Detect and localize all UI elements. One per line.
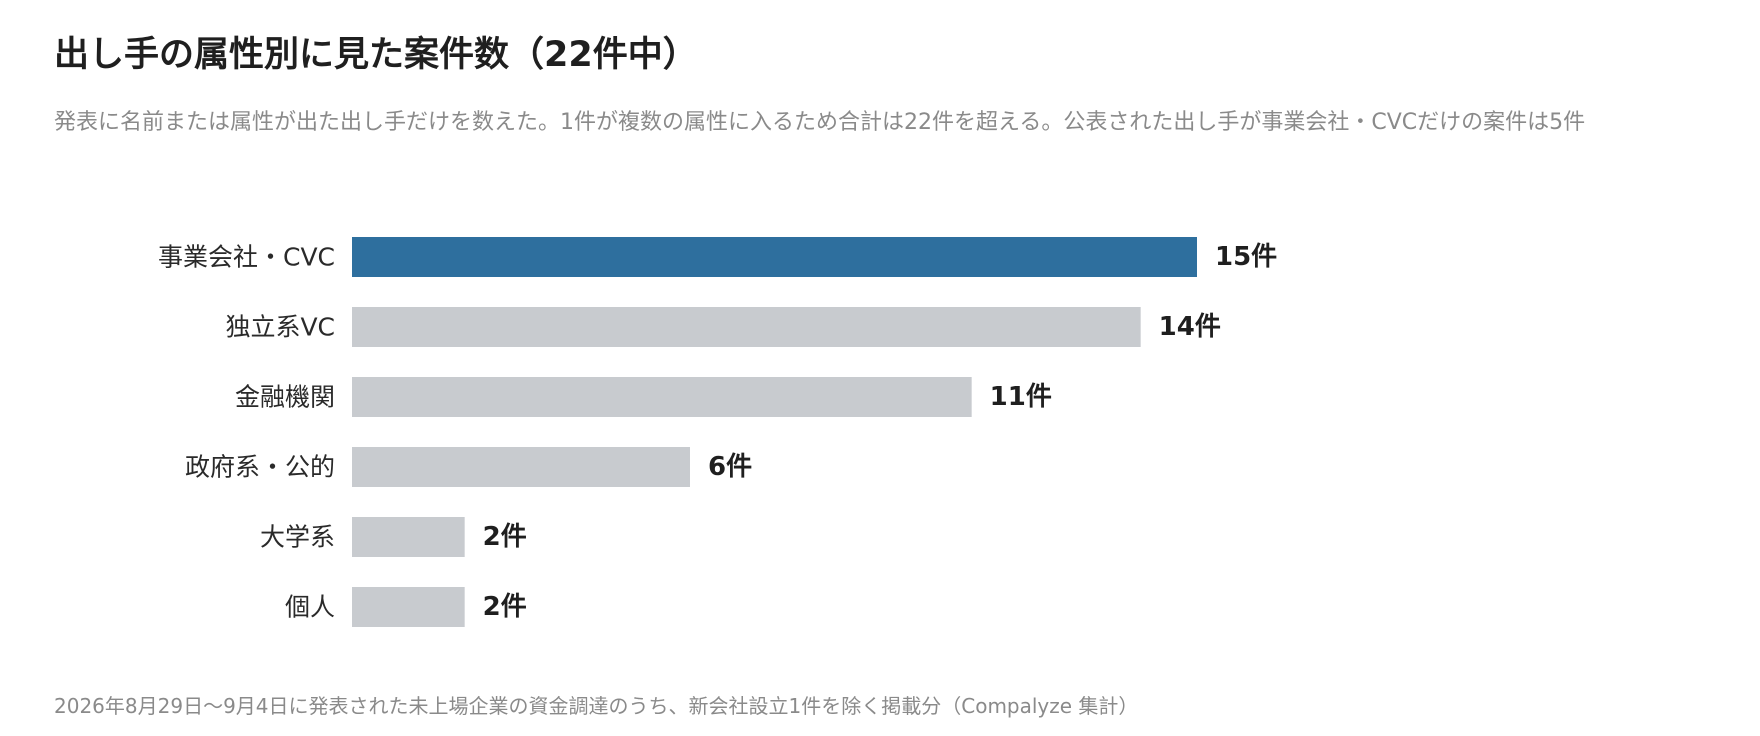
value-label-3: 6件 [708, 452, 752, 482]
value-label-5: 2件 [483, 592, 527, 622]
bar-0 [352, 237, 1197, 277]
category-label-5: 個人 [285, 593, 335, 622]
bar-5 [352, 587, 465, 627]
category-label-0: 事業会社・CVC [158, 243, 335, 272]
bar-3 [352, 447, 690, 487]
bar-2 [352, 377, 972, 417]
category-label-3: 政府系・公的 [185, 453, 335, 482]
bar-4 [352, 517, 465, 557]
value-label-1: 14件 [1159, 312, 1221, 342]
category-label-4: 大学系 [260, 523, 335, 552]
bar-1 [352, 307, 1141, 347]
chart-subtitle: 発表に名前または属性が出た出し手だけを数えた。1件が複数の属性に入るため合計は2… [54, 110, 1586, 135]
value-label-0: 15件 [1215, 242, 1277, 272]
category-label-2: 金融機関 [235, 383, 335, 412]
value-label-4: 2件 [483, 522, 527, 552]
chart-title: 出し手の属性別に見た案件数（22件中） [54, 35, 698, 75]
chart-footnote: 2026年8月29日〜9月4日に発表された未上場企業の資金調達のうち、新会社設立… [54, 694, 1139, 718]
category-label-1: 独立系VC [225, 313, 335, 342]
value-label-2: 11件 [990, 382, 1052, 412]
